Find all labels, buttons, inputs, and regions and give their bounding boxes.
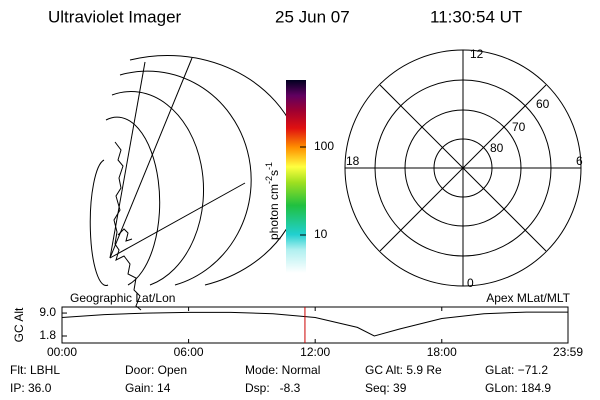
mlt-label: 12 <box>470 47 484 61</box>
map-arc <box>89 159 109 286</box>
info-field: Door: Open <box>125 363 187 377</box>
unit: s <box>267 170 281 176</box>
info-field: Flt: LBHL <box>10 363 60 377</box>
x-tick-label: 00:00 <box>47 345 77 359</box>
colorbar <box>286 80 306 273</box>
x-tick-label: 06:00 <box>174 345 204 359</box>
coastline <box>113 141 142 311</box>
y-tick-label: 1.8 <box>39 328 56 342</box>
colorbar-tick-label: 100 <box>314 139 334 153</box>
colorbar-tick-label: 10 <box>314 227 328 241</box>
altitude-line <box>61 311 568 337</box>
y-axis-label: GC Alt <box>12 307 26 342</box>
date: 25 Jun 07 <box>275 7 350 26</box>
info-field: Dsp: -8.3 <box>245 381 301 395</box>
x-tick-label: 23:59 <box>553 345 583 359</box>
coastline <box>117 228 133 242</box>
map-arc <box>111 91 205 286</box>
map-arc <box>105 116 161 286</box>
x-tick-label: 18:00 <box>427 345 457 359</box>
mlt-label: 0 <box>467 276 474 290</box>
info-field: Mode: Normal <box>245 363 320 377</box>
info-field: GLon: 184.9 <box>485 381 551 395</box>
exponent: -1 <box>264 162 274 170</box>
y-tick-label: 9.0 <box>39 305 56 319</box>
title: Ultraviolet Imager <box>48 7 182 26</box>
mlat-label: 70 <box>512 120 526 134</box>
unit: photon cm <box>267 184 281 240</box>
info-field: GC Alt: 5.9 Re <box>365 363 442 377</box>
exponent: -2 <box>264 176 274 184</box>
mlat-label: 60 <box>536 97 550 111</box>
mlt-label: 18 <box>346 154 360 168</box>
polar-plot: 12 18 6 0 60 70 80 <box>344 47 583 290</box>
map-meridian <box>109 182 246 259</box>
time: 11:30:54 UT <box>430 7 522 26</box>
mlt-line <box>379 84 547 252</box>
panel-label: Geographic Lat/Lon <box>70 291 175 305</box>
info-field: Seq: 39 <box>365 381 407 395</box>
geo-map <box>89 54 304 311</box>
mlat-label: 80 <box>490 141 504 155</box>
x-tick-label: 12:00 <box>300 345 330 359</box>
panel-label: Apex MLat/MLT <box>486 291 570 305</box>
colorbar-label: photon cm-2s-1 <box>264 162 281 240</box>
info-field: GLat: −71.2 <box>485 363 548 377</box>
plot-frame <box>61 306 569 344</box>
mlt-label: 6 <box>576 154 583 168</box>
map-arc <box>119 70 252 286</box>
map-meridian <box>109 57 193 259</box>
info-field: IP: 36.0 <box>10 381 52 395</box>
info-field: Gain: 14 <box>125 381 171 395</box>
